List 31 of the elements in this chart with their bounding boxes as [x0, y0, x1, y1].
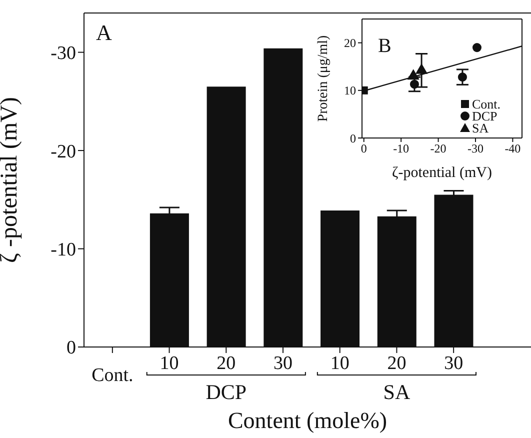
x-tick-label: 30: [274, 353, 292, 374]
x-tick-label: 30: [444, 353, 464, 374]
y-tick-label: -10: [50, 240, 76, 261]
x-tick-label: -40: [504, 142, 521, 156]
text: SA: [383, 380, 411, 404]
x-axis-title: Content (mole%): [228, 408, 388, 433]
y-axis-title: Protein (μg/ml): [316, 34, 331, 122]
point: [410, 80, 419, 89]
x-tick-label: -10: [393, 142, 410, 156]
y-tick-label: -30: [50, 43, 76, 64]
y-tick-label: 0: [350, 131, 356, 146]
x-tick-label: 20: [216, 353, 236, 374]
y-axis-title: ζ -potential (mV): [0, 97, 23, 263]
x-axis-title: ζ-potential (mV): [392, 165, 492, 181]
x-tick-label: 20: [387, 353, 406, 374]
x-tick-label: Cont.: [92, 365, 134, 386]
text: DCP: [206, 380, 247, 404]
x-tick-label: -30: [467, 142, 484, 156]
legend-label: SA: [472, 120, 490, 136]
legend-label: DCP: [472, 108, 498, 124]
legend-label: Cont.: [472, 96, 501, 112]
x-tick-label: 0: [360, 142, 367, 156]
x-tick-label: 10: [160, 353, 179, 374]
annotation: A: [96, 20, 112, 45]
point: [472, 43, 482, 52]
x-tick-label: -20: [430, 142, 446, 156]
annotation: B: [378, 35, 392, 57]
y-tick-label: 0: [66, 338, 76, 359]
y-tick-label: 10: [344, 84, 356, 98]
point: [458, 72, 467, 82]
y-tick-label: 20: [344, 36, 356, 50]
